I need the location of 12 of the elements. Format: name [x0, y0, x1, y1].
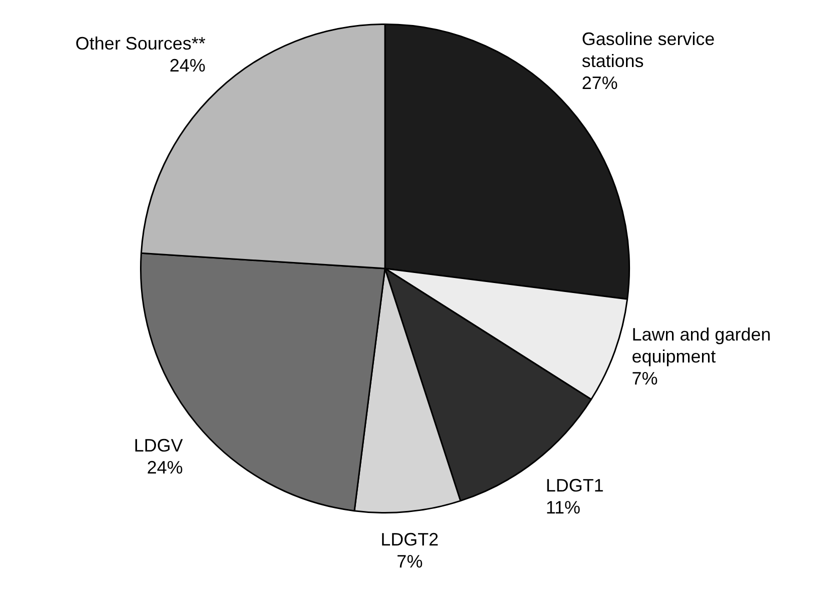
slice-label: Lawn and garden equipment	[632, 324, 771, 366]
data-label: 11%	[546, 498, 580, 518]
data-label: 7%	[396, 552, 423, 572]
slice-label: LDGT1	[546, 476, 604, 496]
data-label: 7%	[632, 368, 658, 388]
slice-label: Gasoline service stations	[582, 29, 715, 72]
slice-label: LDGT2	[380, 530, 439, 550]
data-label: 24%	[169, 55, 206, 76]
data-label: 27%	[582, 73, 618, 94]
slice-label: Other Sources**	[75, 33, 206, 54]
slice-label: LDGV	[134, 436, 183, 456]
data-label: 24%	[146, 458, 183, 478]
